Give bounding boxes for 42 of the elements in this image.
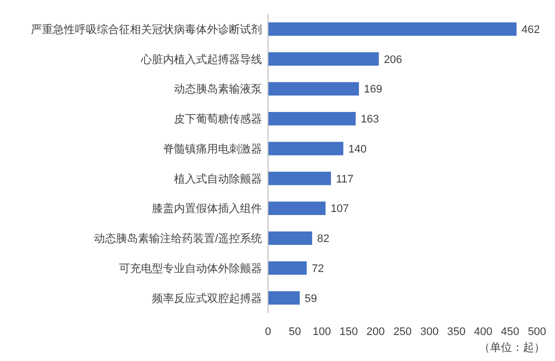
y-tick-label: 可充电型专业自动体外除颤器 <box>119 262 262 275</box>
data-label: 117 <box>336 173 354 186</box>
x-tick-label: 50 <box>288 326 302 338</box>
bar <box>268 112 356 126</box>
y-tick-label: 动态胰岛素输液泵 <box>174 82 262 96</box>
x-tick-label: 400 <box>474 326 492 338</box>
data-label: 169 <box>364 84 382 96</box>
bar <box>268 202 326 216</box>
bar <box>268 52 379 66</box>
bar <box>268 172 331 186</box>
y-tick-label: 皮下葡萄糖传感器 <box>174 112 262 126</box>
data-label: 163 <box>360 114 380 126</box>
x-tick-label: 500 <box>528 326 546 338</box>
data-label: 82 <box>317 233 330 246</box>
x-tick-label: 0 <box>264 326 272 338</box>
x-tick-label: 250 <box>393 326 412 338</box>
data-label: 72 <box>312 262 324 275</box>
data-label: 59 <box>304 292 317 305</box>
data-label: 206 <box>384 54 402 66</box>
x-tick-label: 150 <box>340 326 358 338</box>
y-tick-label: 膝盖内置假体插入组件 <box>152 202 262 216</box>
data-label: 140 <box>348 143 367 156</box>
y-tick-label: 心脏内植入式起搏器导线 <box>140 52 262 66</box>
bar <box>268 142 344 156</box>
y-tick-label: 严重急性呼吸综合征相关冠状病毒体外诊断试剂 <box>31 22 262 36</box>
y-tick-label: 动态胰岛素输注给药装置/遥控系统 <box>94 232 262 246</box>
x-tick-label: 350 <box>447 326 466 338</box>
x-tick-label: 200 <box>366 326 385 338</box>
bar <box>268 22 517 36</box>
x-tick-label: 100 <box>312 326 331 338</box>
y-tick-label: 植入式自动除颤器 <box>174 172 262 186</box>
y-tick-label: 频率反应式双腔起搏器 <box>152 292 262 305</box>
text: （单位：起） <box>479 341 545 354</box>
x-tick-label: 450 <box>500 326 520 338</box>
data-label: 462 <box>522 24 540 36</box>
y-tick-label: 脊髓镇痛用电刺激器 <box>163 142 262 156</box>
bar <box>268 291 300 305</box>
x-tick-label: 300 <box>420 326 439 338</box>
bar <box>268 82 359 96</box>
bar <box>268 231 312 245</box>
data-label: 107 <box>330 203 349 216</box>
bar <box>268 261 307 275</box>
